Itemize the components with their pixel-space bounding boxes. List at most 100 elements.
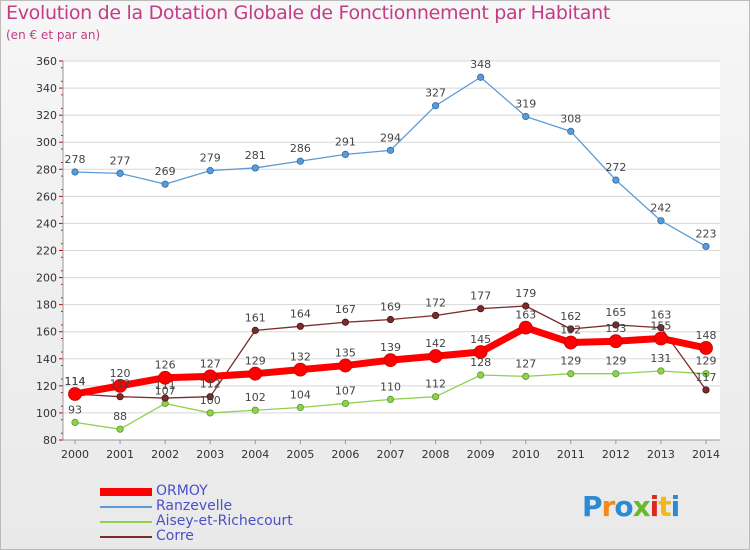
data-point	[473, 345, 488, 359]
data-point	[477, 73, 485, 81]
data-point	[296, 157, 304, 165]
y-tick-label: 280	[36, 163, 57, 176]
logo-letter: t	[658, 490, 671, 523]
data-label: 242	[650, 202, 671, 215]
data-point	[567, 127, 575, 135]
data-point	[71, 418, 79, 427]
x-tick-label: 2006	[331, 448, 359, 461]
data-point	[161, 180, 169, 188]
logo-letter: x	[632, 490, 651, 523]
data-label: 110	[380, 380, 401, 393]
data-label: 114	[65, 375, 86, 388]
data-label: 153	[605, 322, 626, 335]
data-point	[206, 393, 214, 401]
data-point	[522, 372, 530, 380]
data-point	[158, 370, 173, 385]
data-point	[293, 362, 308, 377]
data-label: 161	[245, 311, 266, 324]
data-point	[702, 242, 710, 251]
data-point	[522, 112, 530, 121]
x-tick-label: 2002	[151, 448, 179, 461]
data-label: 111	[155, 379, 176, 392]
legend-item: ORMOY	[100, 484, 293, 499]
x-tick-label: 2004	[241, 448, 269, 461]
data-point	[341, 318, 350, 326]
data-point	[113, 378, 127, 393]
y-tick-label: 120	[36, 380, 57, 393]
legend-swatch	[100, 520, 152, 523]
data-point	[296, 403, 304, 412]
data-label: 102	[245, 391, 266, 404]
y-tick-label: 340	[36, 82, 57, 95]
y-tick-label: 300	[36, 136, 57, 149]
data-label: 127	[515, 357, 536, 370]
data-label: 114	[65, 375, 86, 388]
data-point	[657, 367, 665, 375]
legend: ORMOY Ranzevelle Aisey-et-Richecourt Corre	[100, 484, 293, 544]
logo-letter: o	[614, 490, 633, 523]
data-point	[386, 395, 395, 403]
data-label: 165	[605, 306, 626, 319]
data-point	[431, 311, 440, 320]
data-point	[477, 371, 485, 379]
legend-label: Ranzevelle	[156, 498, 233, 514]
data-point	[654, 331, 668, 346]
data-point	[431, 393, 440, 401]
data-point	[699, 341, 713, 355]
data-point	[702, 386, 710, 394]
legend-item: Ranzevelle	[100, 499, 293, 514]
x-tick-label: 2008	[422, 448, 450, 461]
data-label: 272	[605, 161, 626, 174]
data-label: 277	[110, 154, 131, 167]
data-label: 286	[290, 142, 311, 155]
y-tick-label: 140	[36, 353, 57, 366]
data-label: 291	[335, 135, 356, 148]
line-chart: 80 100 120 140 160 180 200 220 240 260 280 300 320 34…	[36, 55, 720, 461]
data-point	[567, 325, 575, 333]
data-label: 269	[155, 165, 176, 178]
data-point	[71, 168, 79, 176]
y-tick-label: 260	[36, 190, 57, 203]
data-label: 132	[290, 351, 311, 364]
data-label: 348	[470, 58, 491, 71]
x-tick-label: 2000	[61, 448, 89, 461]
y-tick-label: 80	[43, 434, 57, 447]
x-tick-label: 2014	[692, 448, 720, 461]
logo-letter: P	[582, 490, 603, 523]
data-point	[161, 394, 169, 402]
data-label: 129	[560, 355, 581, 368]
data-label: 107	[335, 384, 356, 397]
data-point	[116, 169, 124, 177]
data-point	[477, 305, 485, 313]
data-label: 308	[560, 112, 581, 125]
data-label: 167	[335, 303, 356, 316]
legend-label: Aisey-et-Richecourt	[156, 513, 293, 529]
data-point	[251, 326, 259, 334]
data-label: 126	[155, 359, 176, 372]
data-label: 148	[696, 329, 717, 342]
data-point	[206, 409, 214, 417]
logo-letter: r	[601, 490, 616, 523]
data-label: 88	[113, 410, 127, 423]
x-tick-label: 2005	[286, 448, 314, 461]
data-point	[431, 102, 440, 110]
data-point	[338, 358, 353, 373]
data-label: 162	[560, 310, 581, 323]
data-point	[251, 164, 259, 172]
x-tick-label: 2013	[647, 448, 675, 461]
data-point	[563, 335, 578, 350]
y-tick-label: 220	[36, 245, 57, 258]
data-label: 135	[335, 347, 356, 360]
legend-item: Aisey-et-Richecourt	[100, 514, 293, 529]
proxiti-logo: Proxiti	[582, 490, 680, 523]
data-point	[248, 366, 263, 381]
legend-swatch	[100, 487, 152, 496]
data-label: 223	[696, 227, 717, 240]
data-label: 177	[470, 290, 491, 303]
data-label: 155	[650, 319, 671, 332]
data-label: 107	[155, 384, 176, 397]
data-label: 131	[650, 352, 671, 365]
data-label: 112	[110, 378, 131, 391]
x-tick-label: 2007	[377, 448, 405, 461]
data-label: 120	[110, 367, 131, 380]
